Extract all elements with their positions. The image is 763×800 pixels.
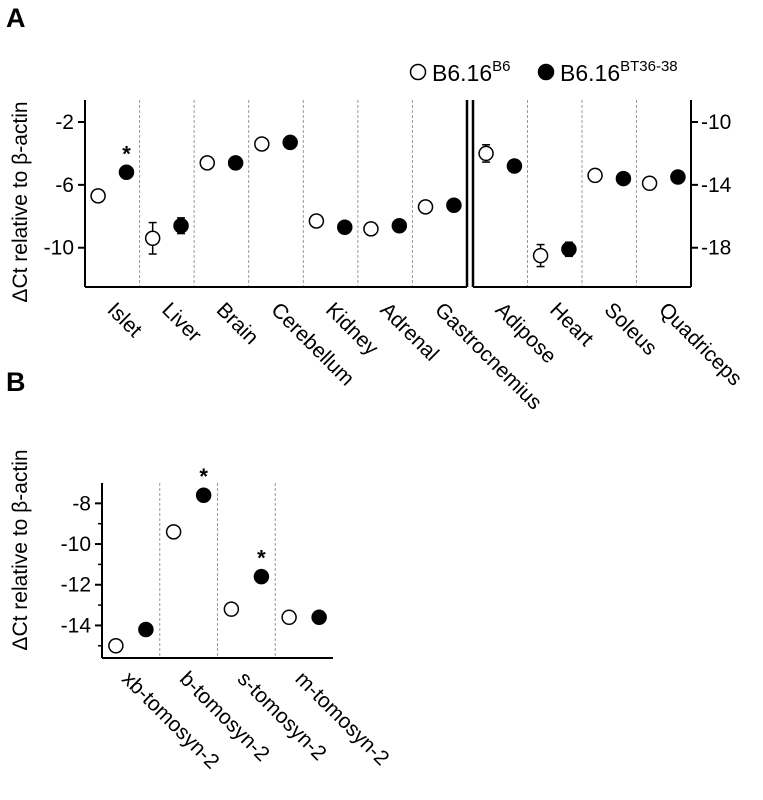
data-point-mutant (253, 568, 270, 585)
panel-a-label: A (6, 3, 26, 33)
data-point-mutant (195, 487, 212, 503)
data-point-mutant (173, 217, 189, 234)
legend-mut-marker (537, 63, 555, 81)
data-point-wildtype (281, 609, 297, 626)
data-point-mutant (337, 219, 353, 236)
y-tick-label: -8 (72, 492, 91, 515)
data-point-wildtype (165, 524, 182, 540)
data-point-mutant (227, 155, 244, 171)
data-point-wildtype (641, 175, 658, 192)
legend-wt-marker (409, 63, 427, 81)
data-point-wildtype (478, 145, 494, 162)
data-point-mutant (670, 169, 686, 185)
panel-b-y-axis-title: ΔCt relative to β-actin (9, 449, 32, 650)
category-label: Liver (157, 298, 205, 346)
data-point-mutant (138, 621, 154, 638)
y-tick-label: -6 (55, 174, 74, 197)
y-tick-label: -12 (61, 574, 91, 597)
data-point-mutant (506, 158, 523, 174)
data-point-wildtype (532, 247, 549, 264)
category-label: Gastrocnemius (430, 298, 546, 414)
panel-b-label: B (6, 367, 26, 397)
data-point-mutant (561, 241, 577, 258)
data-point-wildtype (90, 188, 106, 204)
y-tick-label: -14 (701, 174, 732, 197)
panel-b-plot: -8-10-12-14xb-tomosyn-2b-tomosyn-2s-tomo… (61, 464, 394, 773)
data-point-mutant (311, 609, 327, 626)
data-point-wildtype (199, 155, 215, 171)
legend-wt-label: B6.16B6 (432, 58, 510, 86)
significance-star: * (199, 464, 208, 489)
category-label: Brain (212, 298, 263, 349)
y-tick-label: -2 (55, 111, 74, 134)
data-point-wildtype (108, 638, 124, 654)
data-point-mutant (282, 134, 298, 151)
data-point-mutant (118, 164, 135, 181)
data-point-wildtype (363, 221, 379, 237)
legend-mut-label: B6.16BT36-38 (560, 58, 678, 86)
data-point-wildtype (587, 167, 603, 184)
significance-star: * (257, 546, 266, 571)
y-tick-label: -10 (701, 111, 731, 134)
y-tick-label: -10 (61, 533, 91, 556)
data-point-mutant (446, 197, 462, 214)
y-tick-label: -18 (701, 237, 731, 260)
y-tick-label: -10 (44, 237, 74, 260)
category-label: Quadriceps (654, 298, 746, 390)
panel-a-y-axis-title: ΔCt relative to β-actin (9, 101, 32, 302)
category-label: Adrenal (376, 298, 443, 365)
data-point-wildtype (144, 230, 161, 247)
data-point-wildtype (223, 601, 240, 617)
data-point-wildtype (308, 213, 325, 229)
legend: B6.16B6 B6.16BT36-38 (409, 58, 678, 86)
data-point-wildtype (254, 136, 270, 152)
category-label: Islet (103, 298, 147, 342)
data-point-mutant (391, 217, 408, 234)
category-label: Soleus (600, 298, 662, 360)
data-point-wildtype (417, 199, 434, 215)
significance-star: * (122, 141, 131, 166)
y-tick-label: -14 (61, 614, 92, 637)
data-point-mutant (615, 170, 632, 187)
